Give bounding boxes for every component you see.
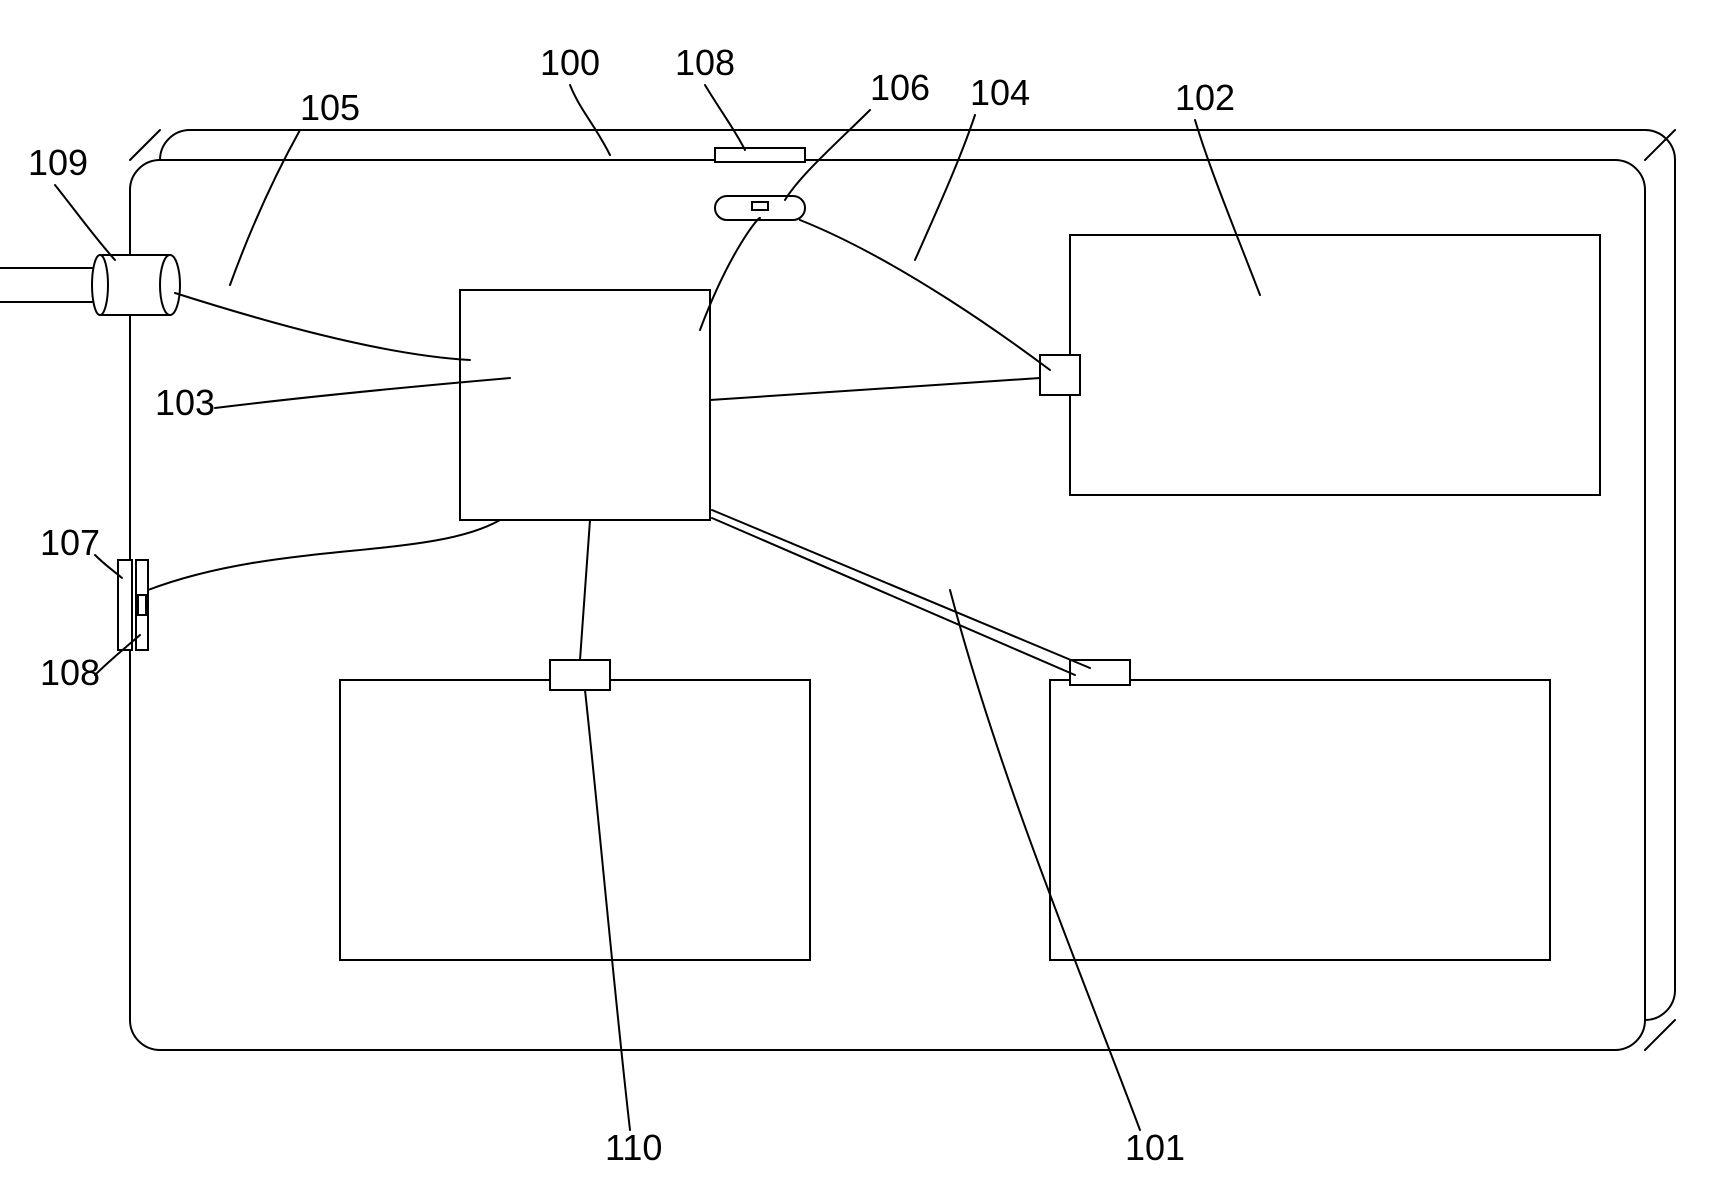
enclosure-front [130, 160, 1645, 1050]
label-105: 105 [300, 87, 360, 128]
label-103: 103 [155, 382, 215, 423]
label-106: 106 [870, 67, 930, 108]
label-101: 101 [1125, 1127, 1185, 1168]
port-109-cap-right [160, 255, 180, 315]
leader-109 [55, 185, 115, 260]
label-102: 102 [1175, 77, 1235, 118]
port-109-cap-left [92, 255, 108, 315]
label-108_left: 108 [40, 652, 100, 693]
label-110: 110 [605, 1127, 662, 1168]
label-104: 104 [970, 72, 1030, 113]
leader-108_top [705, 85, 745, 150]
label-109: 109 [28, 142, 88, 183]
label-100: 100 [540, 42, 600, 83]
port-top-right-104 [1040, 355, 1080, 395]
enclosure-edge-br [1645, 1020, 1675, 1050]
port-bottom-left-110 [550, 660, 610, 690]
label-107: 107 [40, 522, 100, 563]
label-108_top: 108 [675, 42, 735, 83]
enclosure-edge-tl [130, 130, 160, 160]
sensor-106 [715, 196, 805, 220]
sensor-108-top [715, 148, 805, 162]
sensor-107 [118, 560, 132, 650]
leader-100 [570, 85, 610, 155]
